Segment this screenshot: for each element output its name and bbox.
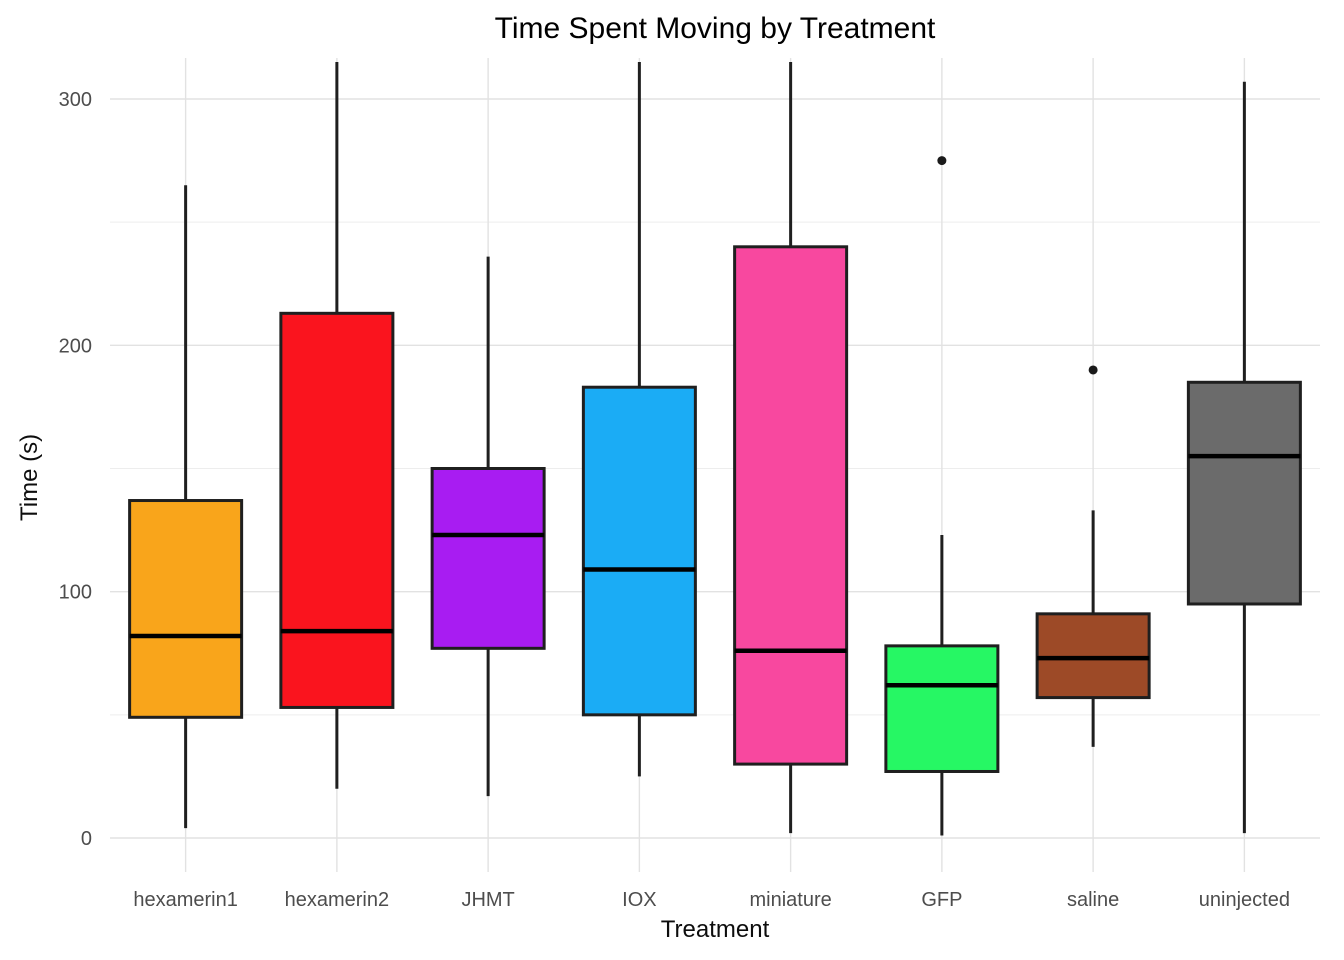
outlier-dot-GFP: [937, 156, 947, 166]
box-miniature: [733, 245, 849, 766]
y-tick-label: 0: [81, 828, 92, 850]
y-tick-label: 300: [59, 89, 92, 111]
box-IOX: [581, 385, 697, 717]
y-tick-label: 100: [59, 582, 92, 604]
chart-title: Time Spent Moving by Treatment: [494, 12, 936, 45]
box-uninjected: [1186, 380, 1302, 606]
outlier-dot-saline: [1088, 365, 1098, 375]
x-tick-label: miniature: [749, 889, 831, 911]
box-GFP: [884, 644, 1000, 773]
box-saline: [1035, 612, 1151, 700]
x-tick-label: hexamerin1: [133, 889, 238, 911]
box-hexamerin1: [128, 499, 244, 719]
box-JHMT: [430, 467, 546, 650]
x-tick-label: GFP: [921, 889, 962, 911]
x-tick-label: hexamerin2: [285, 889, 390, 911]
x-tick-label: IOX: [622, 889, 656, 911]
x-axis-title: Treatment: [660, 916, 770, 943]
x-tick-label: saline: [1067, 889, 1119, 911]
x-tick-label: JHMT: [461, 889, 514, 911]
box-hexamerin2: [279, 311, 395, 709]
x-tick-label: uninjected: [1199, 889, 1290, 911]
y-tick-label: 200: [59, 335, 92, 357]
